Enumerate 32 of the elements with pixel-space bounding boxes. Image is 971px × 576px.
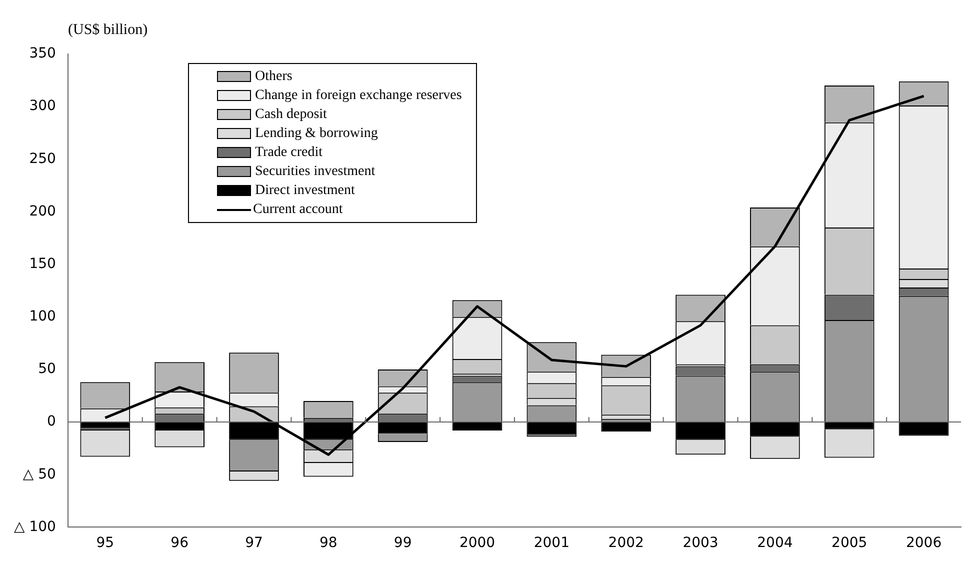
x-tick-label: 95 — [96, 535, 114, 552]
y-axis-title: (US$ billion) — [68, 22, 148, 39]
legend-label: Change in foreign exchange reserves — [255, 87, 462, 105]
y-tick-label: 200 — [29, 203, 56, 220]
x-tick-label: 96 — [170, 535, 189, 552]
legend-label: Cash deposit — [255, 106, 327, 124]
x-tick-label: 2001 — [534, 535, 570, 552]
y-tick-label: △ 50 — [22, 466, 56, 482]
legend-label: Securities investment — [255, 163, 376, 181]
legend-label: Current account — [253, 201, 343, 219]
x-tick-label: 98 — [320, 535, 338, 552]
x-tick-label: 2004 — [757, 535, 793, 552]
x-tick-label: 97 — [245, 535, 263, 552]
y-tick-label: 150 — [29, 256, 56, 272]
y-tick-label: 50 — [38, 361, 56, 378]
bar — [601, 422, 652, 432]
y-tick-label: 350 — [29, 46, 56, 62]
y-tick-label: 300 — [29, 98, 56, 114]
x-tick-label: 2002 — [608, 535, 644, 552]
x-tick-label: 2006 — [906, 535, 942, 552]
x-tick-label: 2005 — [832, 535, 868, 552]
y-tick-label: 0 — [47, 414, 56, 430]
x-tick-label: 2000 — [459, 535, 496, 552]
legend-label: Lending & borrowing — [255, 125, 378, 143]
y-tick-label: 250 — [29, 150, 56, 167]
legend-label: Direct investment — [255, 182, 355, 200]
legend-label: Trade credit — [255, 144, 323, 162]
x-tick-label: 2003 — [682, 535, 718, 552]
x-tick-label: 99 — [394, 535, 412, 552]
legend-label: Others — [255, 68, 292, 86]
y-tick-label: △ 100 — [14, 518, 56, 535]
y-tick-label: 100 — [29, 308, 56, 325]
